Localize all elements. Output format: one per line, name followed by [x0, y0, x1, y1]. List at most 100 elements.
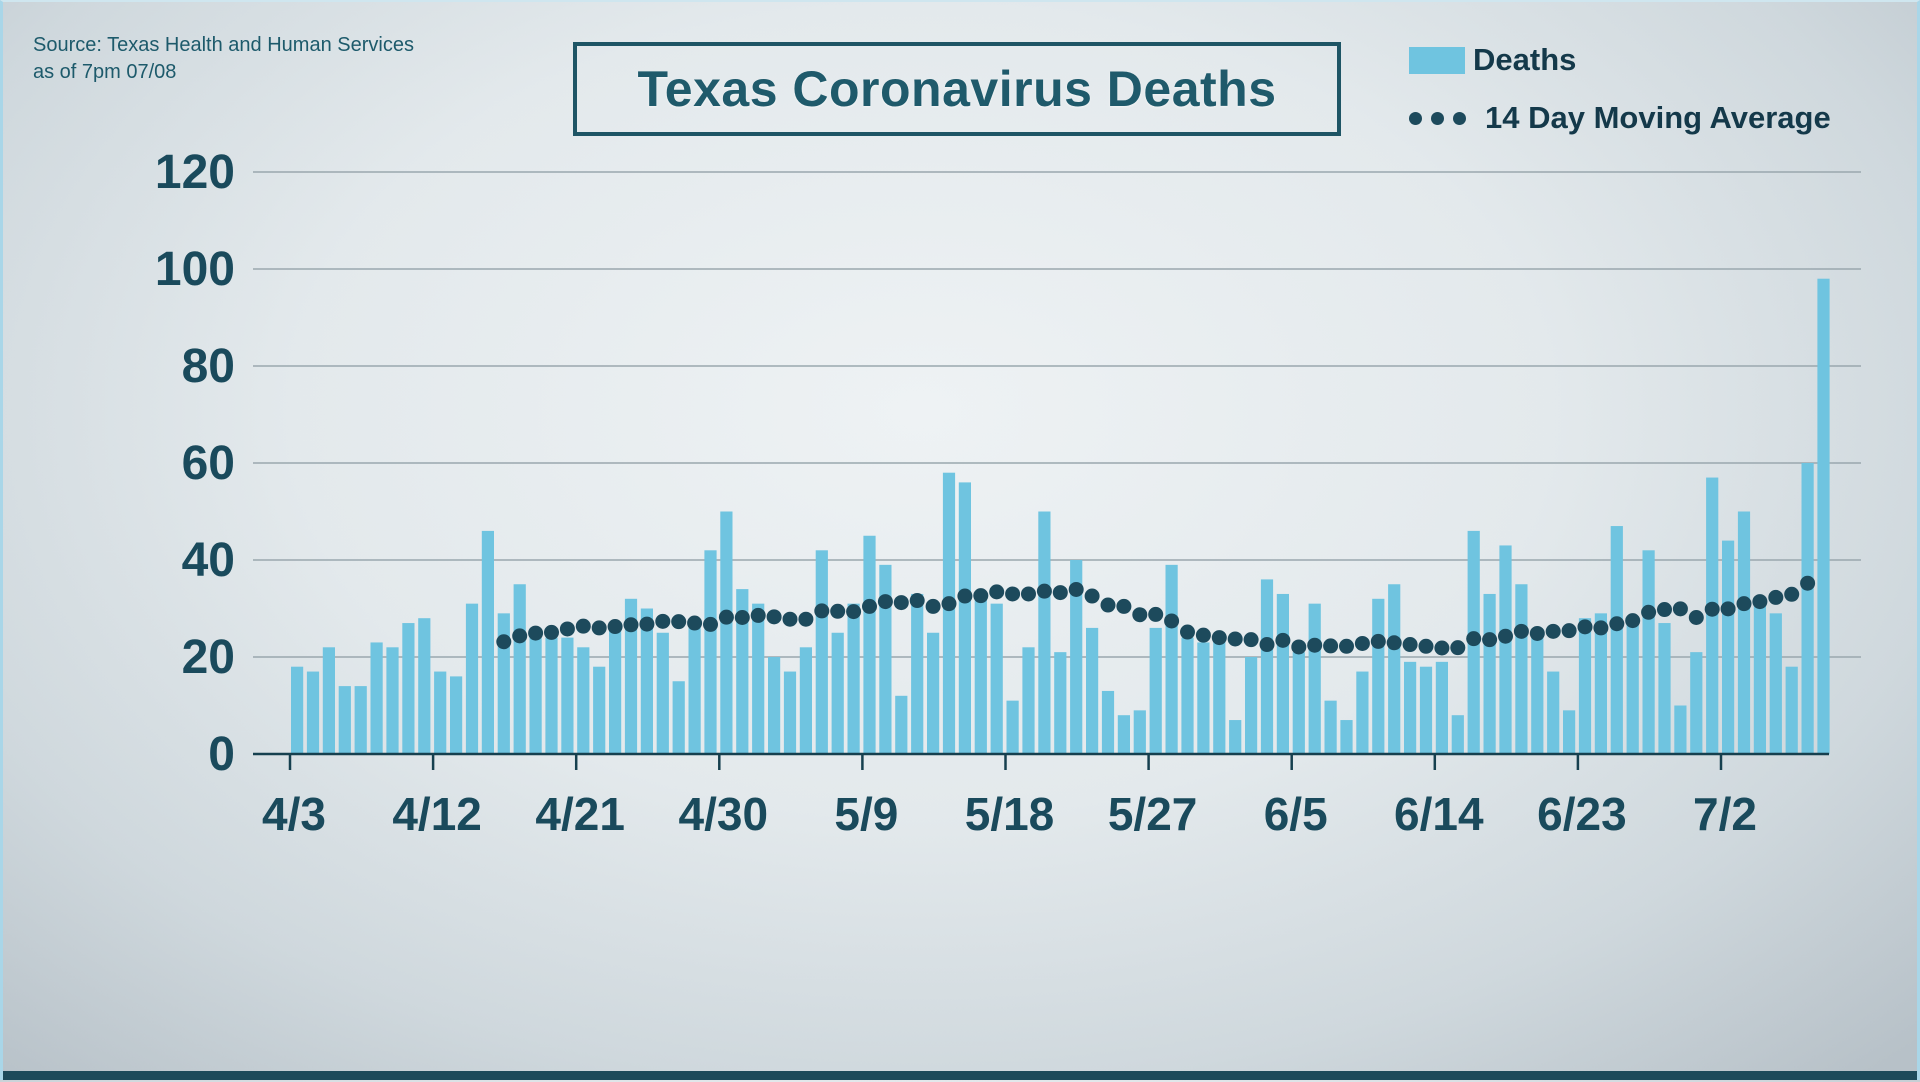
deaths-bar-6/18: [1499, 545, 1512, 754]
bottom-accent-bar: [3, 1071, 1917, 1080]
moving-average-dot-6/6: [1307, 637, 1323, 653]
moving-average-dot-6/9: [1354, 635, 1370, 651]
moving-average-dot-6/23: [1577, 619, 1593, 635]
moving-average-dot-5/13: [925, 598, 941, 614]
moving-average-dot-5/12: [909, 593, 925, 609]
deaths-bar-5/21: [1054, 652, 1067, 754]
moving-average-dot-5/3: [766, 609, 782, 625]
moving-average-dot-6/14: [1434, 640, 1450, 656]
moving-average-dot-6/25: [1609, 616, 1625, 632]
deaths-bar-5/31: [1213, 637, 1226, 754]
deaths-bar-5/13: [927, 632, 940, 754]
moving-average-dot-5/28: [1164, 613, 1180, 629]
x-tick-label-7/2: 7/2: [1693, 788, 1757, 840]
deaths-bar-6/6: [1308, 603, 1321, 754]
x-tick-label-5/9: 5/9: [834, 788, 898, 840]
moving-average-dot-5/20: [1036, 583, 1052, 599]
moving-average-dot-4/27: [671, 614, 687, 630]
source-line-2: as of 7pm 07/08: [33, 61, 177, 83]
deaths-bar-6/7: [1324, 700, 1337, 754]
moving-average-dot-4/23: [607, 619, 623, 635]
deaths-bar-6/27: [1642, 550, 1655, 754]
moving-average-dot-5/8: [846, 604, 862, 620]
deaths-bar-6/8: [1340, 720, 1353, 754]
deaths-bar-5/30: [1197, 642, 1210, 754]
deaths-bar-5/16: [974, 598, 987, 754]
moving-average-dot-6/30: [1688, 610, 1704, 626]
x-tick-label-4/3: 4/3: [262, 788, 326, 840]
deaths-bar-chart: 0 20 40 60 80 100 120 4/3 4/12 4/21 4/30 5/9 5/18 5/2…: [155, 146, 1861, 840]
moving-average-dot-7/1: [1704, 601, 1720, 617]
deaths-bar-5/27: [1149, 627, 1162, 754]
deaths-bar-4/3: [291, 666, 304, 754]
moving-average-dot-5/10: [877, 594, 893, 610]
deaths-bar-6/28: [1658, 623, 1671, 754]
moving-average-dot-4/28: [687, 615, 703, 631]
moving-average-dot-5/7: [830, 603, 846, 619]
moving-average-dot-6/11: [1386, 635, 1402, 651]
deaths-bar-6/3: [1260, 579, 1274, 754]
moving-average-dot-6/3: [1259, 637, 1275, 653]
deaths-bar-7/2: [1722, 540, 1735, 754]
deaths-bar-5/25: [1117, 715, 1130, 754]
moving-average-dot-6/27: [1641, 604, 1657, 620]
moving-average-dot-5/11: [893, 595, 909, 611]
moving-average-dot-6/26: [1625, 613, 1641, 629]
moving-average-dot-6/13: [1418, 638, 1434, 654]
deaths-bar-5/22: [1070, 560, 1083, 754]
deaths-bar-6/22: [1563, 710, 1576, 754]
deaths-bar-5/17: [990, 603, 1003, 754]
moving-average-dot-6/2: [1243, 632, 1259, 648]
deaths-bar-5/24: [1101, 690, 1115, 754]
deaths-bar-5/8: [847, 603, 860, 754]
moving-average-dot-5/24: [1100, 597, 1116, 613]
moving-average-dot-5/31: [1211, 630, 1227, 646]
deaths-bar-6/25: [1610, 526, 1623, 754]
moving-average-dot-6/5: [1291, 639, 1307, 655]
moving-average-dot-5/4: [782, 611, 798, 627]
deaths-bar-4/19: [545, 637, 558, 754]
moving-average-dot-6/24: [1593, 620, 1609, 636]
y-tick-label-20: 20: [182, 631, 235, 684]
moving-average-dot-6/8: [1339, 638, 1354, 654]
moving-average-dot-6/19: [1513, 623, 1529, 639]
moving-average-dot-5/5: [798, 611, 814, 627]
moving-average-dot-5/2: [750, 607, 766, 623]
deaths-swatch-icon: [1409, 46, 1465, 74]
moving-average-dot-5/22: [1068, 581, 1084, 597]
legend-deaths-label: Deaths: [1473, 42, 1577, 77]
moving-average-dot-7/7: [1800, 575, 1816, 591]
deaths-bar-6/30: [1690, 652, 1703, 754]
source-credit: Source: Texas Health and Human Services …: [33, 32, 414, 86]
moving-average-dot-4/20: [559, 621, 575, 637]
deaths-bar-4/20: [561, 637, 574, 754]
moving-average-dot-6/15: [1450, 640, 1466, 656]
deaths-bar-6/17: [1483, 593, 1496, 754]
deaths-bar-6/19: [1515, 584, 1528, 754]
x-tick-label-5/27: 5/27: [1108, 788, 1198, 840]
deaths-bar-6/11: [1388, 584, 1401, 754]
moving-average-dot-5/14: [941, 596, 957, 612]
y-tick-label-60: 60: [182, 437, 235, 490]
deaths-bar-5/23: [1086, 627, 1099, 754]
moving-average-dot-5/9: [862, 598, 877, 614]
deaths-bar-6/29: [1674, 705, 1687, 754]
moving-average-dot-6/20: [1529, 625, 1545, 641]
moving-average-dot-4/16: [496, 634, 512, 650]
deaths-bar-5/5: [799, 647, 812, 754]
moving-average-dot-5/30: [1195, 627, 1211, 643]
deaths-bar-7/5: [1769, 613, 1782, 754]
deaths-bar-7/4: [1753, 603, 1766, 754]
deaths-bar-5/7: [831, 632, 844, 754]
moving-average-dot-5/18: [1005, 586, 1021, 602]
deaths-bar-5/12: [911, 593, 924, 754]
moving-average-dot-6/16: [1466, 631, 1482, 647]
deaths-bar-4/23: [609, 627, 622, 754]
moving-average-dot-5/23: [1084, 588, 1100, 604]
deaths-bar-5/14: [942, 472, 956, 754]
deaths-bar-5/20: [1038, 511, 1051, 754]
moving-average-dot-6/17: [1482, 632, 1498, 648]
moving-average-dot-6/21: [1545, 623, 1561, 639]
deaths-bar-6/26: [1626, 618, 1639, 754]
deaths-bar-7/3: [1737, 511, 1751, 754]
